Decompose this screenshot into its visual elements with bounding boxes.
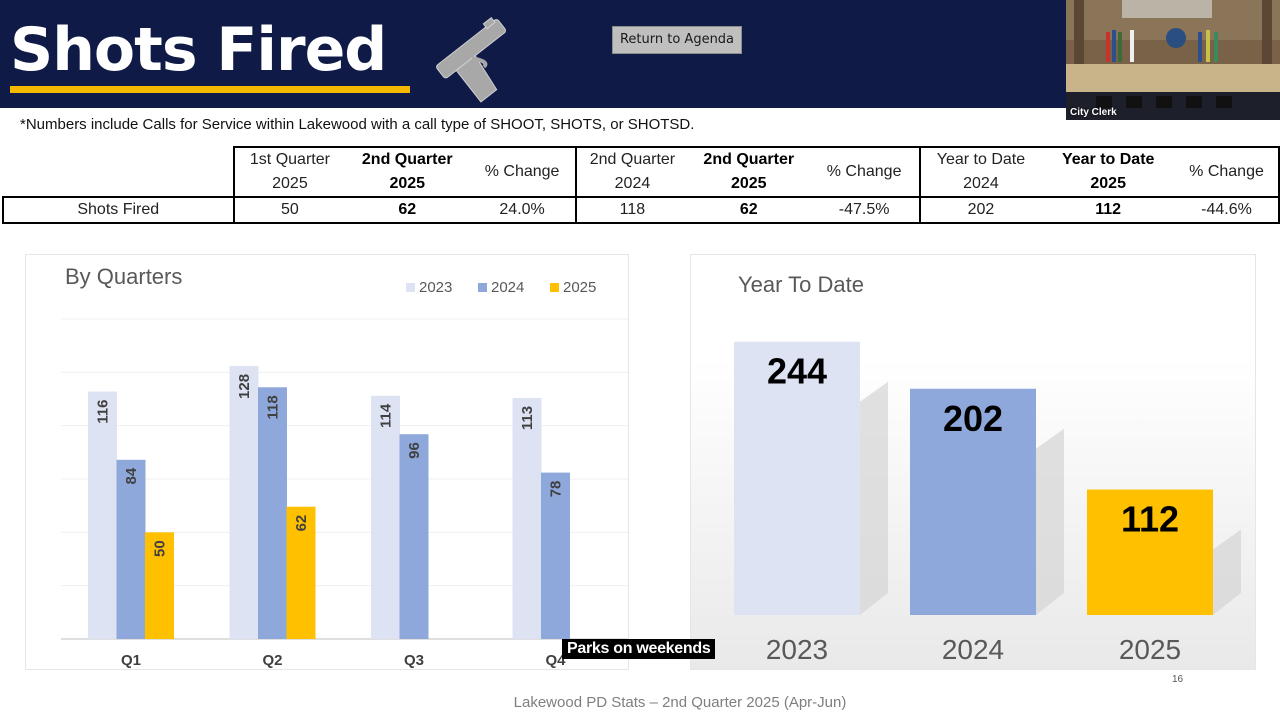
live-caption: Parks on weekends — [562, 639, 716, 659]
table-header-row-1: 1st Quarter 2nd Quarter % Change 2nd Qua… — [3, 146, 1280, 197]
table-cell: 202 — [918, 196, 1042, 224]
bar-2025 — [1087, 489, 1213, 615]
header-cell: % Change — [1175, 146, 1280, 197]
by-quarters-chart-svg: By Quarters 2023 2024 2025 116 84 50 Q1 128 118 62… — [61, 264, 628, 669]
data-label-Q1-2024: 84 — [123, 467, 140, 484]
header-cell: 2024 — [918, 172, 1042, 197]
chart-title: Year To Date — [738, 272, 864, 297]
table-cell: 118 — [575, 196, 688, 224]
bar-shadow-2025 — [1213, 529, 1241, 615]
bar-Q2-2023 — [229, 365, 259, 639]
legend-label-2025: 2025 — [563, 279, 596, 296]
header-cell: Year to Date — [918, 146, 1042, 172]
legend-swatch-2025 — [550, 283, 559, 292]
legend-label-2024: 2024 — [491, 279, 524, 296]
table-cell: 62 — [345, 196, 470, 224]
bar-Q4-2024 — [541, 472, 570, 639]
data-label-Q2-2024: 118 — [265, 395, 282, 419]
data-label-2024: 202 — [943, 398, 1003, 439]
header-cell: 2025 — [232, 172, 346, 197]
slide-footer: Lakewood PD Stats – 2nd Quarter 2025 (Ap… — [513, 694, 847, 711]
handgun-icon — [436, 17, 507, 103]
legend-swatch-2023 — [406, 283, 415, 292]
table-cell: 50 — [232, 196, 346, 224]
table-cell: 112 — [1041, 196, 1176, 224]
header-cell: % Change — [809, 146, 920, 197]
page-number: 16 — [1172, 674, 1184, 685]
header-cell: 2024 — [575, 172, 688, 197]
header-cell: Year to Date — [1041, 146, 1176, 172]
data-label-Q1-2023: 116 — [95, 400, 112, 424]
header-cell: 2025 — [389, 175, 426, 192]
data-label-Q4-2024: 78 — [548, 481, 565, 498]
bar-Q2-2025 — [286, 506, 316, 639]
category-label-2025: 2025 — [1119, 634, 1181, 665]
chart-title: By Quarters — [65, 264, 182, 289]
data-label-Q2-2023: 128 — [236, 374, 253, 399]
data-label-Q3-2024: 96 — [406, 442, 423, 459]
data-label-2025: 112 — [1121, 499, 1179, 540]
bar-Q1-2024 — [116, 459, 146, 639]
council-chamber-image — [1066, 0, 1280, 120]
header-cell: 1st Quarter — [232, 146, 346, 172]
table-row-shots-fired: Shots Fired 50 62 24.0% 118 62 -47.5% 20… — [2, 196, 1280, 224]
footnote-text: *Numbers include Calls for Service withi… — [20, 116, 695, 133]
data-label-2023: 244 — [767, 351, 827, 392]
data-label-Q1-2025: 50 — [152, 540, 169, 557]
header-cell: % Change — [469, 146, 577, 197]
bar-Q1-2023 — [88, 391, 117, 639]
bar-Q2-2024 — [258, 387, 287, 639]
data-label-Q4-2023: 113 — [519, 406, 536, 430]
category-label-Q3: Q3 — [404, 652, 424, 669]
table-header-row-2: 2025 2025 2024 2025 2024 2025 — [3, 172, 1279, 197]
category-label-2023: 2023 — [766, 634, 828, 665]
bar-2024 — [910, 388, 1036, 615]
bar-Q3-2023 — [371, 395, 400, 639]
bar-Q3-2024 — [399, 434, 429, 639]
bar-shadow-2024 — [1036, 428, 1064, 615]
comparison-table: 1st Quarter 2nd Quarter % Change 2nd Qua… — [2, 146, 1280, 224]
category-label-2024: 2024 — [942, 634, 1004, 665]
legend-swatch-2024 — [478, 283, 487, 292]
table-cell: 24.0% — [469, 196, 577, 224]
bar-2023 — [734, 341, 860, 615]
data-label-Q2-2025: 62 — [293, 515, 310, 532]
table-cell: -47.5% — [809, 196, 920, 224]
bar-Q1-2025 — [145, 532, 174, 639]
header-cell: 2025 — [1090, 175, 1126, 192]
city-clerk-video-feed: City Clerk — [1066, 0, 1280, 120]
bar-shadow-2023 — [860, 381, 888, 615]
table-cell: 62 — [687, 196, 810, 224]
slide-title: Shots Fired — [10, 15, 387, 85]
header-cell: 2nd Quarter — [575, 146, 688, 172]
legend-label-2023: 2023 — [419, 279, 452, 296]
category-label-Q1: Q1 — [121, 652, 141, 669]
header-cell: 2nd Quarter — [345, 146, 470, 172]
year-to-date-chart-svg: Year To Date 244 2023 202 2024 112 2025 — [734, 272, 1241, 665]
data-label-Q3-2023: 114 — [378, 403, 395, 428]
title-underline — [10, 86, 410, 93]
bar-Q4-2023 — [512, 397, 542, 639]
by-quarters-chart: By Quarters 2023 2024 2025 116 84 50 Q1 128 118 62… — [25, 254, 629, 670]
row-label: Shots Fired — [2, 196, 234, 224]
category-label-Q4: Q4 — [545, 652, 566, 669]
year-to-date-chart: Year To Date 244 2023 202 2024 112 2025 — [690, 254, 1256, 670]
header-cell: 2025 — [730, 175, 767, 192]
category-label-Q2: Q2 — [262, 652, 282, 669]
header-cell: 2nd Quarter — [687, 146, 810, 172]
video-label: City Clerk — [1070, 107, 1117, 118]
table-cell: -44.6% — [1175, 196, 1280, 224]
return-to-agenda-button[interactable]: Return to Agenda — [612, 26, 742, 54]
